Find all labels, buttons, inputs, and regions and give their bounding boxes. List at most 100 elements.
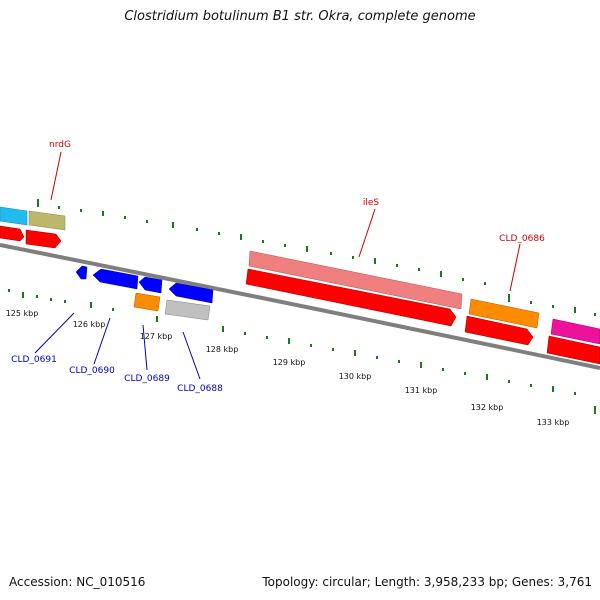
trna-feature[interactable]	[468, 298, 540, 329]
leader-line	[358, 208, 376, 258]
lower-tick-track	[8, 289, 596, 414]
tick-mark	[80, 209, 82, 212]
tick-mark	[112, 308, 114, 311]
map-title: Clostridium botulinum B1 str. Okra, comp…	[124, 9, 476, 24]
tick-mark	[440, 271, 442, 277]
tick-mark	[50, 298, 52, 301]
tick-mark	[310, 344, 312, 347]
upper-tick-track	[37, 199, 596, 316]
tick-mark	[146, 220, 148, 223]
cds-reverse[interactable]	[92, 268, 139, 290]
tick-mark	[244, 332, 246, 335]
tick-mark	[508, 294, 510, 302]
tick-mark	[64, 300, 66, 303]
genome-summary: Topology: circular; Length: 3,958,233 bp…	[262, 575, 592, 589]
tick-label: 125 kbp	[6, 309, 39, 318]
tick-mark	[376, 356, 378, 359]
tick-mark	[156, 316, 158, 322]
tick-mark	[442, 368, 444, 371]
tick-mark	[552, 305, 554, 308]
tick-mark	[352, 256, 354, 259]
tick-mark	[262, 240, 264, 243]
gene-label-CLD-0690: CLD_0690	[69, 366, 115, 376]
tick-label: 127 kbp	[140, 332, 173, 341]
leader-line	[93, 317, 111, 365]
cds-forward[interactable]	[25, 229, 62, 249]
gene-label-CLD-0688: CLD_0688	[177, 384, 223, 394]
leader-line	[142, 324, 148, 371]
tick-mark	[420, 362, 422, 368]
tick-mark	[418, 268, 420, 271]
forward-leader-lines	[50, 151, 521, 292]
tick-label: 133 kbp	[537, 418, 570, 427]
tick-mark	[90, 302, 92, 308]
reverse-leader-lines	[34, 312, 201, 380]
tick-mark	[332, 348, 334, 351]
tick-mark	[22, 292, 24, 298]
gene-label-ileS: ileS	[363, 198, 380, 208]
cds-forward-ileS[interactable]	[245, 268, 457, 327]
tick-mark	[396, 264, 398, 267]
gene-label-nrdG: nrdG	[49, 140, 71, 150]
tick-mark	[594, 313, 596, 316]
leader-line	[50, 151, 62, 201]
tick-mark	[484, 282, 486, 285]
tick-mark	[486, 374, 488, 380]
tick-label: 130 kbp	[339, 372, 372, 381]
tick-mark	[306, 246, 308, 252]
cds-reverse[interactable]	[75, 265, 88, 280]
tick-labels: 125 kbp 126 kbp 127 kbp 128 kbp 129 kbp …	[6, 309, 570, 427]
tick-mark	[240, 234, 242, 240]
tick-mark	[36, 295, 38, 298]
tick-mark	[8, 289, 10, 292]
tick-mark	[398, 360, 400, 363]
tick-mark	[574, 307, 576, 313]
tick-mark	[594, 406, 596, 414]
cds-reverse[interactable]	[168, 282, 214, 304]
tick-label: 131 kbp	[405, 386, 438, 395]
tick-mark	[102, 211, 104, 216]
leader-line	[34, 312, 75, 354]
tick-label: 128 kbp	[206, 345, 239, 354]
tick-mark	[464, 372, 466, 375]
leader-line	[509, 243, 521, 292]
gene-label-CLD-0689: CLD_0689	[124, 374, 170, 384]
cds-forward[interactable]	[0, 225, 25, 242]
tick-mark	[374, 258, 376, 264]
misc-feature[interactable]	[164, 299, 211, 321]
trna-reverse[interactable]	[133, 292, 161, 312]
tick-mark	[552, 386, 554, 392]
accession-label: Accession: NC_010516	[9, 575, 146, 589]
tick-mark	[284, 244, 286, 247]
tick-mark	[530, 384, 532, 387]
cds-forward[interactable]	[546, 335, 600, 365]
tick-mark	[330, 252, 332, 255]
feature-cyan[interactable]	[0, 206, 28, 226]
tick-mark	[462, 278, 464, 281]
leader-line	[182, 331, 201, 380]
tick-mark	[124, 216, 126, 219]
feature-khaki[interactable]	[28, 210, 66, 231]
tick-mark	[530, 301, 532, 304]
tick-mark	[354, 350, 356, 356]
cds-forward-CLD-0686[interactable]	[464, 315, 534, 346]
tick-label: 126 kbp	[73, 320, 106, 329]
gene-label-CLD-0691: CLD_0691	[11, 355, 57, 365]
tick-mark	[172, 222, 174, 228]
tick-mark	[222, 326, 224, 332]
tick-mark	[218, 232, 220, 235]
tick-mark	[266, 336, 268, 339]
tick-label: 129 kbp	[273, 358, 306, 367]
feature-magenta[interactable]	[550, 318, 600, 345]
rrna-ileS[interactable]	[248, 250, 463, 310]
tick-label: 132 kbp	[471, 403, 504, 412]
cds-reverse[interactable]	[138, 276, 163, 294]
genome-backbone	[0, 243, 600, 370]
tick-mark	[58, 206, 60, 209]
tick-mark	[574, 392, 576, 395]
tick-mark	[508, 380, 510, 383]
tick-mark	[37, 199, 39, 207]
gene-label-CLD-0686: CLD_0686	[499, 234, 545, 244]
tick-mark	[196, 228, 198, 231]
